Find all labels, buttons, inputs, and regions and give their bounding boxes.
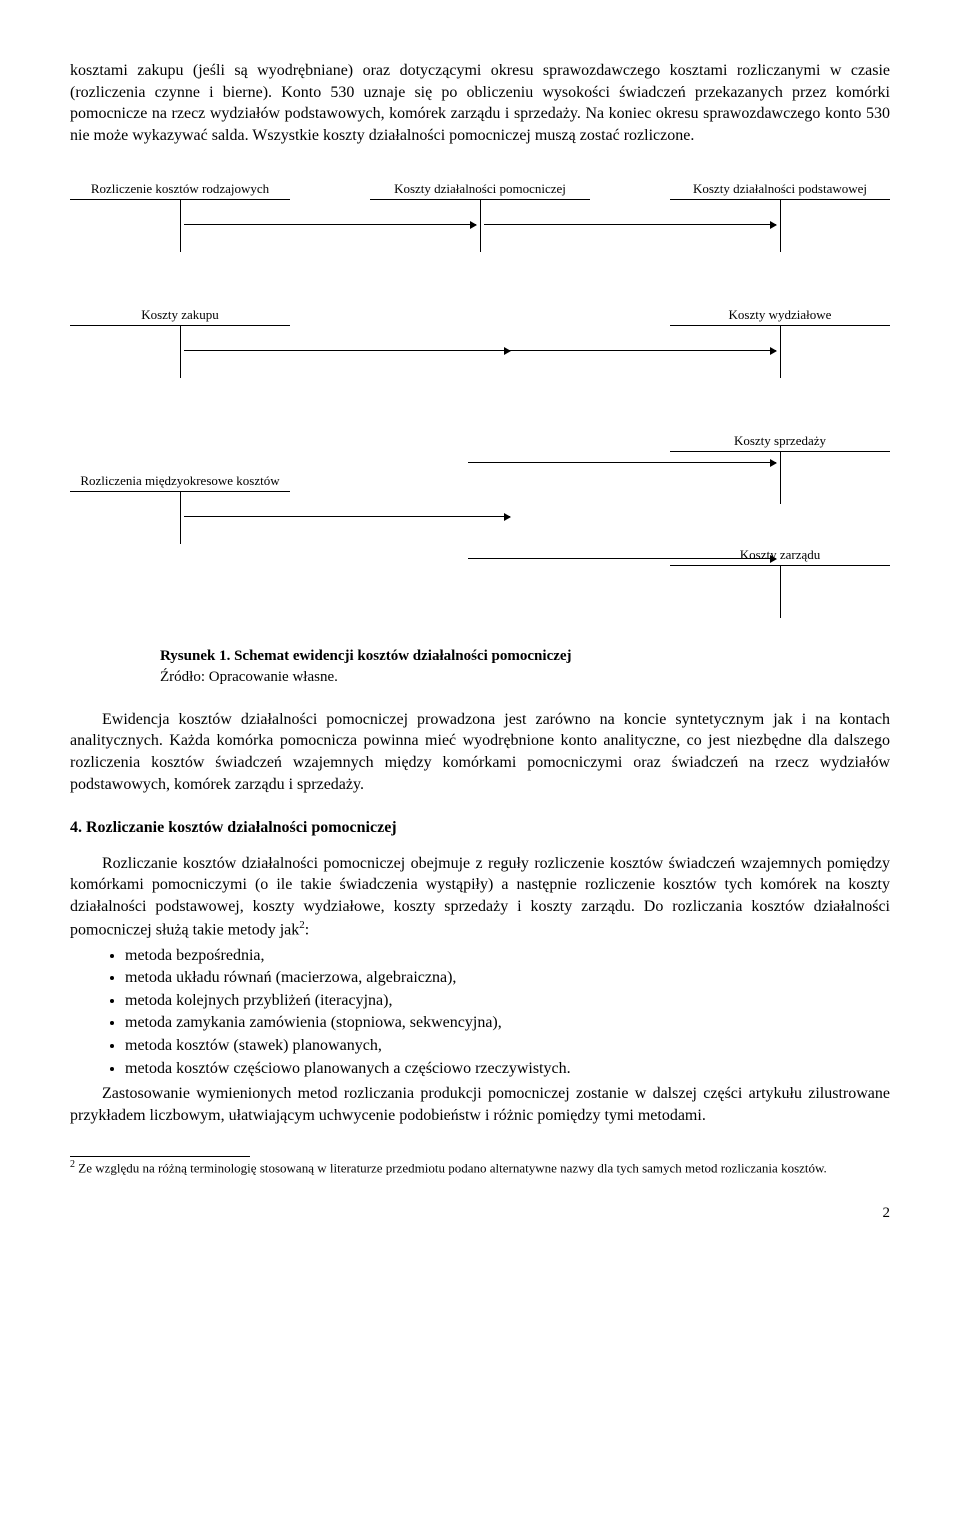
footnote-text: Ze względu na różną terminologię stosowa…	[75, 1161, 827, 1176]
taccount-koszty-zarzadu: Koszty zarządu	[670, 534, 890, 618]
footnote: 2 Ze względu na różną terminologię stoso…	[70, 1159, 890, 1177]
taccount-koszty-zakupu: Koszty zakupu	[70, 294, 290, 378]
para3b: :	[305, 921, 309, 938]
taccount-body	[670, 325, 890, 378]
taccount-body	[670, 451, 890, 504]
list-item: metoda kolejnych przybliżeń (iteracyjna)…	[125, 990, 890, 1012]
list-item: metoda bezpośrednia,	[125, 945, 890, 967]
taccount-body	[70, 491, 290, 544]
paragraph-3: Rozliczanie kosztów działalności pomocni…	[70, 853, 890, 941]
diagram-row-2: Koszty zakupu Koszty wydziałowe	[70, 294, 890, 378]
paragraph-1: kosztami zakupu (jeśli są wyodrębniane) …	[70, 60, 890, 146]
taccount-title: Koszty działalności pomocniczej	[370, 168, 590, 196]
methods-list: metoda bezpośrednia, metoda układu równa…	[70, 945, 890, 1080]
para3a: Rozliczanie kosztów działalności pomocni…	[70, 855, 890, 938]
taccount-rozliczenie-rodzajowych: Rozliczenie kosztów rodzajowych	[70, 168, 290, 252]
arrow-gap	[290, 168, 370, 252]
taccount-title: Koszty zakupu	[70, 294, 290, 322]
taccount-title: Koszty wydziałowe	[670, 294, 890, 322]
taccount-body	[70, 199, 290, 252]
figure-caption: Rysunek 1. Schemat ewidencji kosztów dzi…	[160, 646, 890, 687]
cost-flow-diagram: Rozliczenie kosztów rodzajowych Koszty d…	[70, 168, 890, 618]
figure-caption-source: Źródło: Opracowanie własne.	[160, 669, 338, 685]
figure-caption-bold: Rysunek 1. Schemat ewidencji kosztów dzi…	[160, 648, 572, 664]
taccount-koszty-sprzedazy: Koszty sprzedaży	[670, 420, 890, 504]
list-item: metoda zamykania zamówienia (stopniowa, …	[125, 1012, 890, 1034]
arrow-icon	[184, 516, 510, 517]
diagram-row-1: Rozliczenie kosztów rodzajowych Koszty d…	[70, 168, 890, 252]
footnote-separator	[70, 1156, 250, 1157]
arrow-icon	[468, 558, 776, 559]
section-heading-4: 4. Rozliczanie kosztów działalności pomo…	[70, 817, 890, 839]
taccount-dzialalnosci-podstawowej: Koszty działalności podstawowej	[670, 168, 890, 252]
taccount-title: Rozliczenia międzyokresowe kosztów	[70, 460, 290, 488]
page-number: 2	[70, 1203, 890, 1223]
paragraph-4: Zastosowanie wymienionych metod rozlicza…	[70, 1083, 890, 1126]
taccount-body	[70, 325, 290, 378]
taccount-dzialalnosci-pomocniczej: Koszty działalności pomocniczej	[370, 168, 590, 252]
arrow-icon	[184, 350, 510, 351]
list-item: metoda układu równań (macierzowa, algebr…	[125, 967, 890, 989]
taccount-title: Rozliczenie kosztów rodzajowych	[70, 168, 290, 196]
taccount-rozliczenia-miedzyokresowe: Rozliczenia międzyokresowe kosztów	[70, 460, 290, 618]
taccount-title: Koszty działalności podstawowej	[670, 168, 890, 196]
taccount-body	[670, 199, 890, 252]
paragraph-2: Ewidencja kosztów działalności pomocnicz…	[70, 709, 890, 795]
para2-text: Ewidencja kosztów działalności pomocnicz…	[70, 709, 890, 795]
taccount-body	[370, 199, 590, 252]
arrow-gap	[290, 420, 670, 618]
arrow-gap	[290, 294, 670, 378]
list-item: metoda kosztów (stawek) planowanych,	[125, 1035, 890, 1057]
para4-text: Zastosowanie wymienionych metod rozlicza…	[70, 1083, 890, 1126]
taccount-koszty-wydzialowe: Koszty wydziałowe	[670, 294, 890, 378]
taccount-title: Koszty sprzedaży	[670, 420, 890, 448]
list-item: metoda kosztów częściowo planowanych a c…	[125, 1058, 890, 1080]
right-stack: Koszty sprzedaży Koszty zarządu	[670, 420, 890, 618]
para1-text: kosztami zakupu (jeśli są wyodrębniane) …	[70, 60, 890, 146]
para3-text: Rozliczanie kosztów działalności pomocni…	[70, 853, 890, 941]
diagram-row-3: Rozliczenia międzyokresowe kosztów Koszt…	[70, 420, 890, 618]
arrow-gap	[590, 168, 670, 252]
taccount-body	[670, 565, 890, 618]
